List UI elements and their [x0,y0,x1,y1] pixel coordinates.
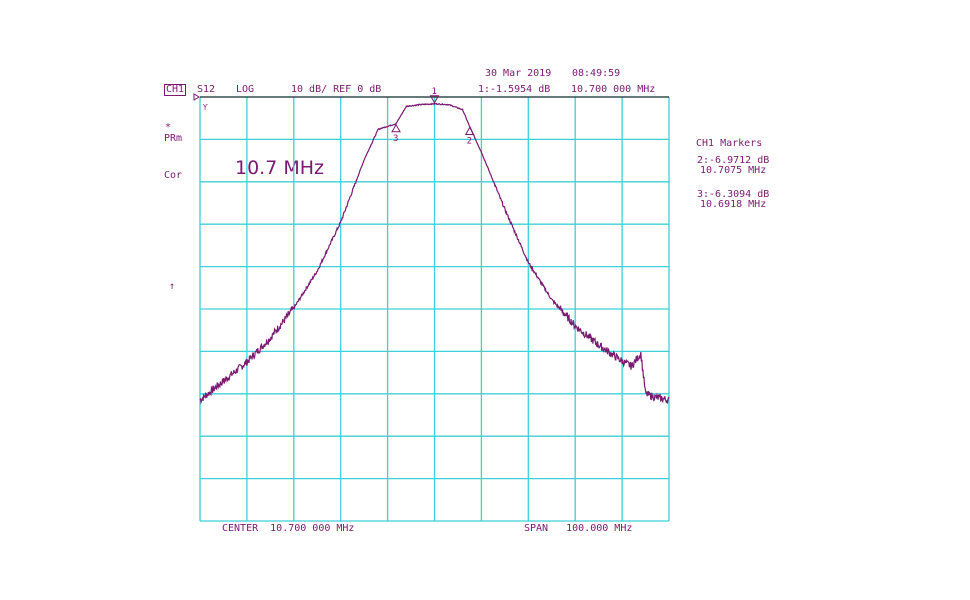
center-frequency-label: CENTER 10.700 000 MHz [222,523,355,534]
marker2-value: 2:-6.9712 dB [697,155,770,166]
grid [199,96,670,522]
marker3-value: 3:-6.3094 dB [697,189,770,200]
date-text: 30 Mar 2019 [485,68,552,79]
channel-indicator: CH1 [164,84,187,96]
markers-panel-title: CH1 Markers [696,138,763,149]
marker-1-triangle [429,95,440,104]
trace-line [199,102,670,405]
marker-3-label: 3 [393,134,398,144]
marker-3-triangle [391,123,401,133]
reference-arrow-icon [193,93,200,101]
cor-label: Cor [164,170,183,181]
marker3-frequency: 10.6918 MHz [700,199,767,210]
span-label: SPAN 100.000 MHz [524,523,633,534]
tick-glyph: Ƴ [203,103,208,112]
parameter-label: S12 [197,84,216,95]
marker-2-triangle [464,126,475,136]
marker-1-label: 1 [432,87,437,97]
format-label: LOG [236,84,255,95]
time-text: 08:49:59 [572,68,621,79]
star-label: * [165,122,172,133]
marker-2-label: 2 [467,137,472,147]
marker2-frequency: 10.7075 MHz [700,165,767,176]
marker1-frequency: 10.700 000 MHz [571,84,656,95]
arrow-icon: ↑ [169,281,176,292]
marker-group: 1 2 3 [391,87,475,147]
prm-label: PRm [164,133,183,144]
scale-label: 10 dB/ REF 0 dB [291,84,382,95]
marker1-readout: 1:-1.5954 dB [478,84,551,95]
